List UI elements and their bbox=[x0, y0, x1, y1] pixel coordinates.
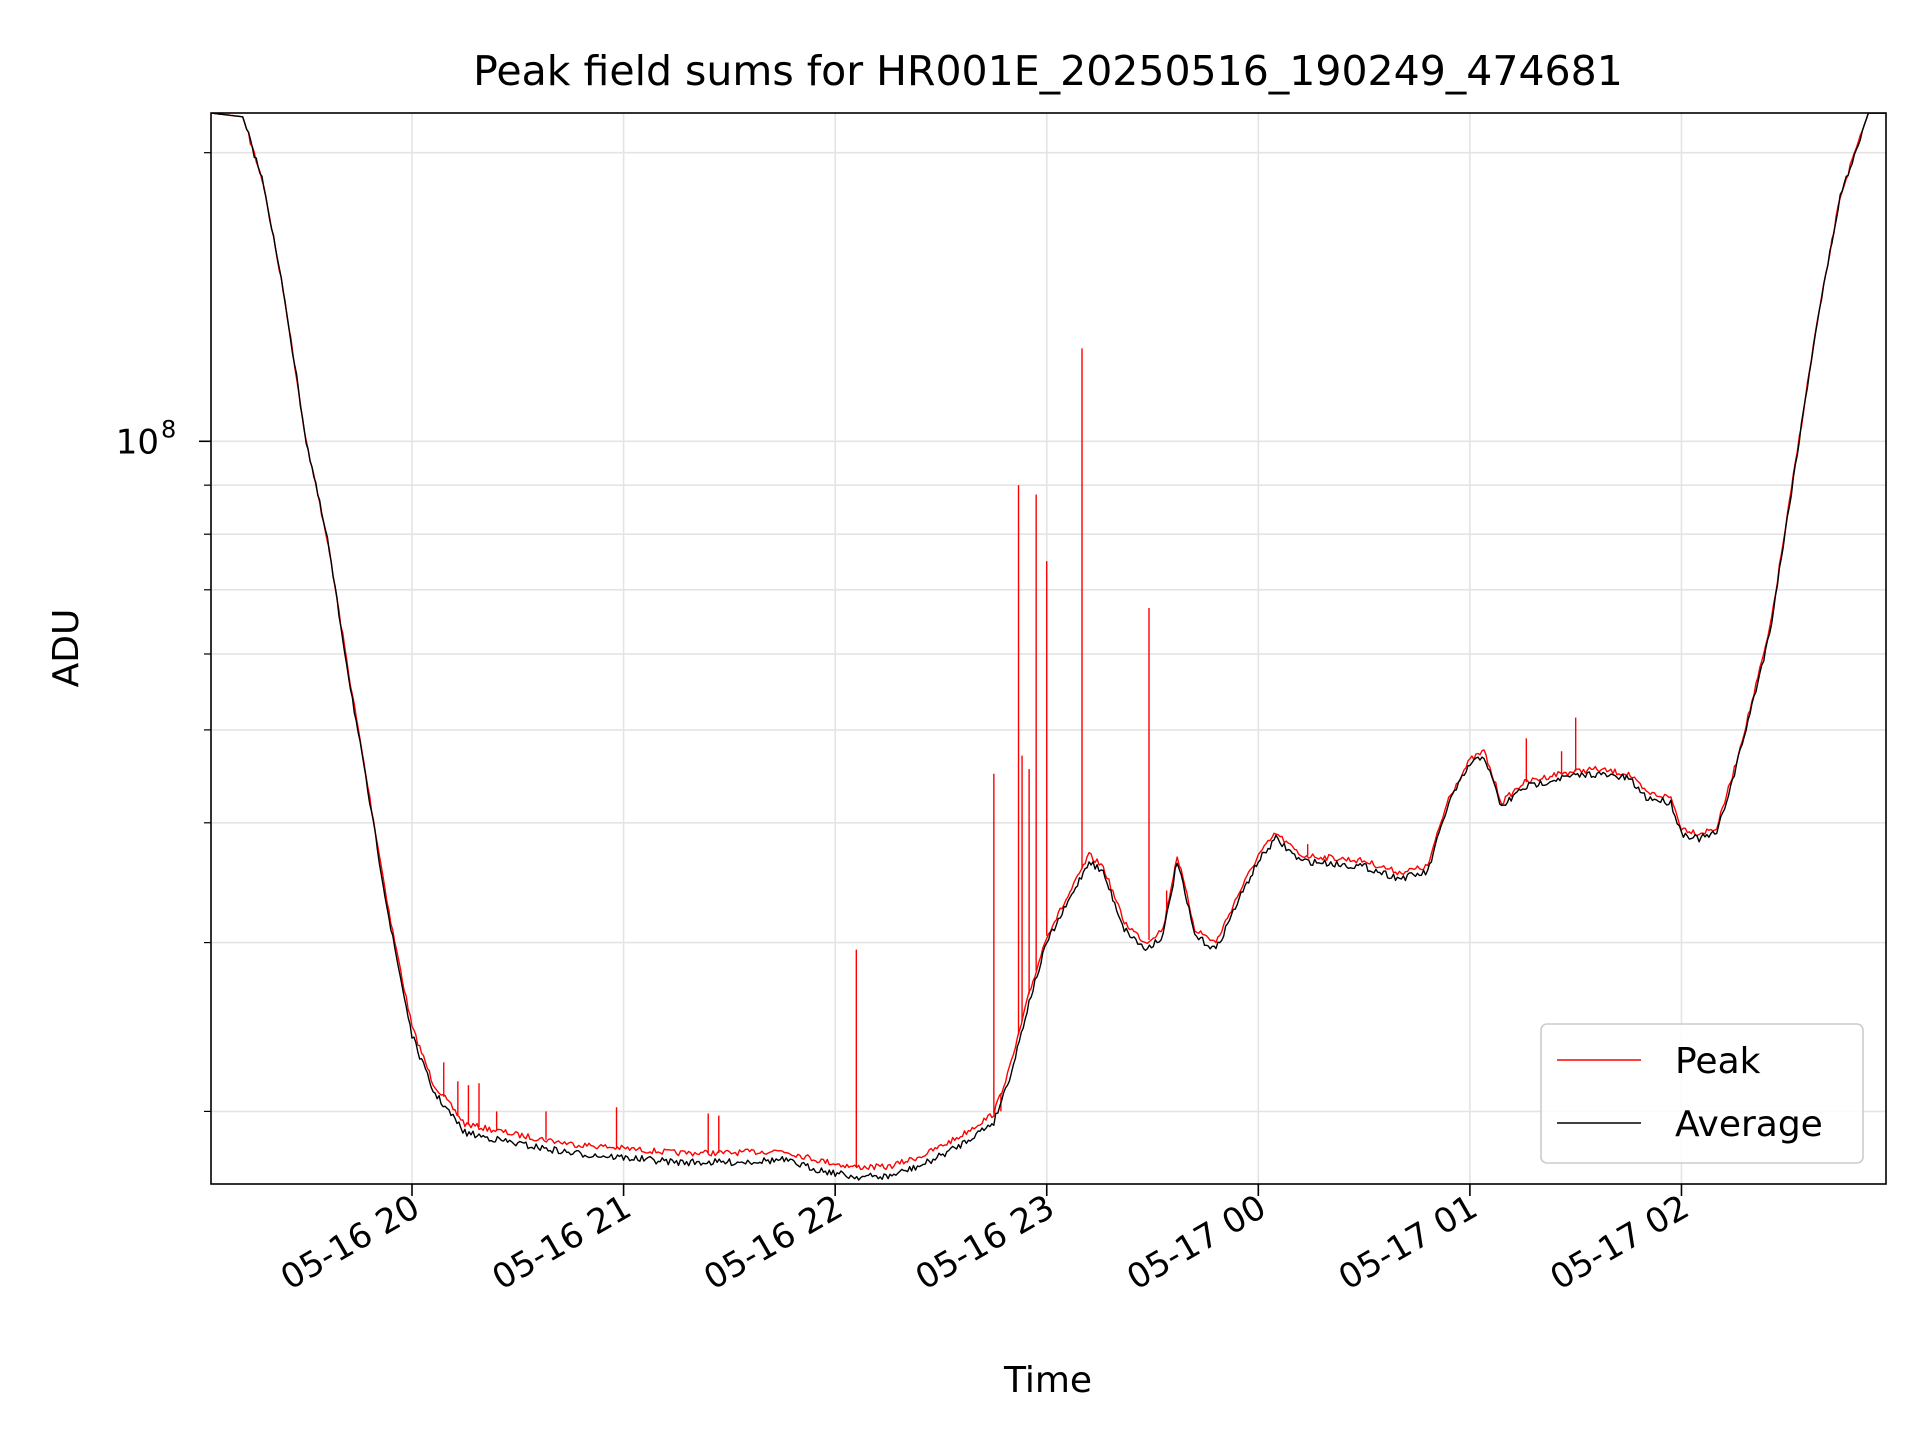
legend-label-peak: Peak bbox=[1675, 1041, 1761, 1082]
legend: Peak Average bbox=[1540, 1023, 1864, 1164]
series-line-average bbox=[211, 113, 1886, 1181]
grid bbox=[211, 113, 1886, 1184]
legend-box bbox=[1540, 1023, 1864, 1164]
plot-frame bbox=[210, 112, 1887, 1185]
x-axis-label: Time bbox=[1003, 1360, 1092, 1401]
legend-label-average: Average bbox=[1675, 1104, 1823, 1145]
y-tick-label-exponent: 8 bbox=[161, 415, 176, 443]
y-axis-label: ADU bbox=[46, 609, 87, 688]
y-tick-label: 10 bbox=[116, 422, 159, 462]
chart-title: Peak field sums for HR001E_20250516_1902… bbox=[473, 47, 1623, 95]
series-layer bbox=[211, 113, 1886, 1181]
